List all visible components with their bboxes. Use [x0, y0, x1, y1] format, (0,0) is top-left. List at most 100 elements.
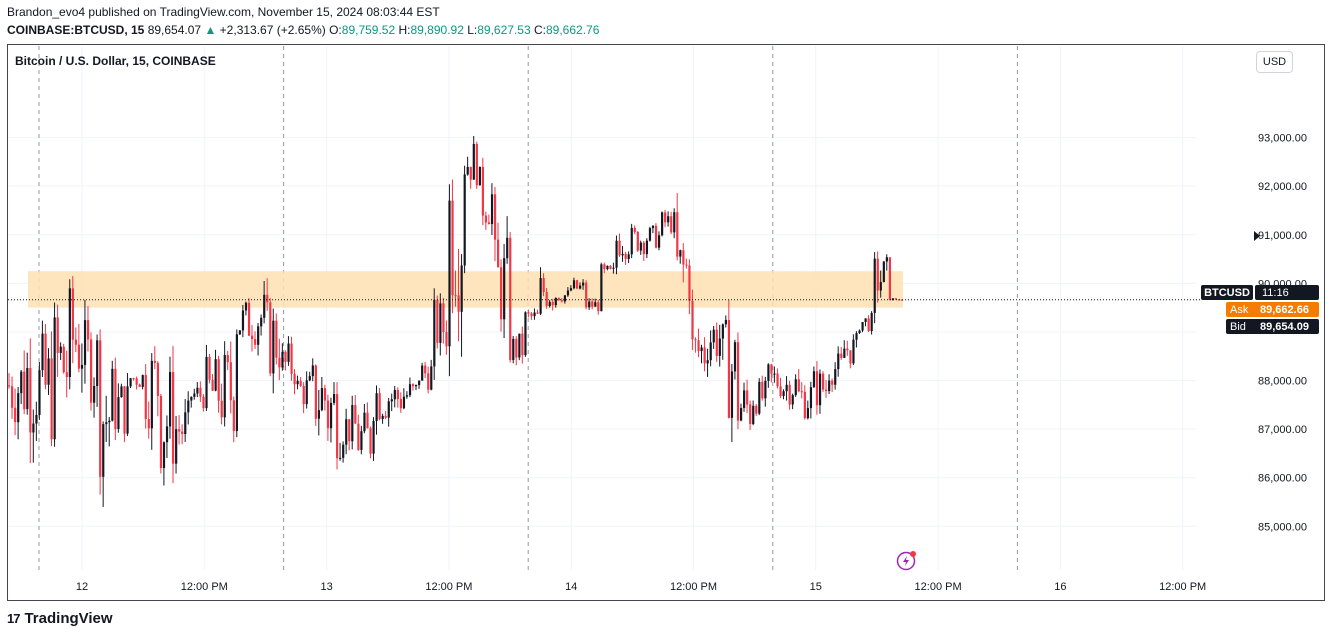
- candle-body: [129, 378, 132, 387]
- candle-body: [885, 257, 888, 262]
- candle-body: [159, 395, 163, 469]
- candle-body: [126, 386, 129, 434]
- candle-body: [332, 394, 336, 403]
- candle-body: [393, 390, 396, 400]
- candle-body: [293, 373, 296, 385]
- candle-body: [141, 375, 144, 387]
- candle-body: [424, 365, 427, 374]
- candle-body: [679, 250, 682, 257]
- candle-body: [387, 401, 390, 418]
- candle-body: [223, 355, 226, 418]
- candle-body: [572, 280, 576, 289]
- candle-body: [800, 391, 803, 393]
- candle-body: [241, 310, 245, 331]
- candle-body: [427, 373, 430, 390]
- candle-body: [217, 359, 220, 401]
- candle-body: [548, 301, 551, 306]
- scroll-right-icon: [1254, 231, 1260, 241]
- x-tick-label: 12:00 PM: [1159, 581, 1206, 593]
- candle-body: [20, 371, 23, 394]
- candle-body: [588, 301, 591, 308]
- candle-body: [71, 288, 74, 340]
- candle-body: [730, 371, 734, 418]
- candle-body: [305, 380, 308, 405]
- candle-body: [254, 339, 257, 345]
- candle-body: [11, 386, 14, 408]
- candle-body: [99, 340, 102, 477]
- tradingview-logo[interactable]: 17 TradingView: [7, 610, 113, 627]
- candle-body: [706, 360, 709, 364]
- candle-body: [83, 320, 87, 365]
- candle-body: [44, 333, 47, 385]
- candle-body: [487, 222, 491, 225]
- candle-body: [375, 393, 378, 421]
- high-label: H:: [398, 23, 411, 37]
- candle-body: [299, 380, 302, 386]
- candle-body: [524, 312, 527, 356]
- brand-name: TradingView: [24, 610, 113, 627]
- candle-body: [442, 303, 445, 333]
- candle-body: [527, 312, 530, 314]
- candle-body: [582, 282, 585, 286]
- candle-body: [521, 333, 524, 356]
- candle-body: [794, 379, 797, 396]
- candle-body: [214, 359, 217, 391]
- bid-label: Bid: [1230, 321, 1246, 333]
- candle-body: [235, 334, 238, 431]
- candle-body: [463, 174, 466, 266]
- candle-body: [281, 351, 284, 368]
- candle-body: [50, 358, 53, 440]
- candle-body: [132, 378, 135, 380]
- candle-body: [579, 285, 582, 289]
- candle-body: [181, 431, 184, 435]
- candle-body: [478, 166, 481, 186]
- candle-body: [120, 386, 123, 398]
- candle-body: [834, 369, 837, 385]
- candle-body: [700, 347, 703, 352]
- candle-body: [260, 317, 263, 327]
- candle-body: [436, 299, 439, 343]
- candle-body: [876, 258, 879, 291]
- candle-body: [600, 264, 603, 312]
- candle-body: [812, 371, 816, 388]
- candle-body: [739, 408, 743, 421]
- countdown-bg: [1255, 285, 1319, 300]
- low-label: L:: [467, 23, 478, 37]
- candle-body: [630, 227, 633, 255]
- candle-body: [244, 302, 248, 311]
- candle-body: [296, 380, 299, 385]
- candle-body: [408, 384, 412, 396]
- price-badges: BTCUSD 11:16 Ask 89,662.66 Bid 89,654.09: [1201, 231, 1319, 334]
- candle-body: [530, 313, 533, 317]
- candle-body: [8, 385, 11, 387]
- candle-body: [770, 364, 773, 374]
- candle-body: [62, 346, 65, 373]
- candle-body: [38, 370, 41, 415]
- candle-body: [190, 396, 193, 401]
- candle-body: [481, 166, 485, 216]
- candle-body: [724, 319, 727, 325]
- candle-body: [752, 405, 755, 425]
- candle-body: [685, 264, 688, 266]
- candle-body: [779, 386, 782, 397]
- x-tick-label: 12:00 PM: [915, 581, 962, 593]
- currency-button[interactable]: USD: [1256, 51, 1293, 73]
- candle-body: [715, 329, 718, 356]
- bid-badge-bg: [1226, 319, 1319, 334]
- candle-body: [539, 278, 542, 314]
- candle-body: [603, 264, 606, 270]
- candle-body: [202, 396, 205, 409]
- candle-body: [448, 200, 451, 347]
- candle-body: [767, 364, 770, 381]
- candle-body: [220, 400, 223, 418]
- candle-body: [633, 227, 636, 232]
- candle-body: [418, 380, 421, 386]
- candle-body: [828, 380, 831, 392]
- published-line: Brandon_evo4 published on TradingView.co…: [7, 5, 440, 19]
- candle-body: [111, 368, 114, 421]
- y-tick-label: 93,000.00: [1258, 133, 1307, 145]
- candle-body: [384, 415, 387, 418]
- chart-frame: [7, 44, 1325, 601]
- candle-body: [278, 357, 281, 368]
